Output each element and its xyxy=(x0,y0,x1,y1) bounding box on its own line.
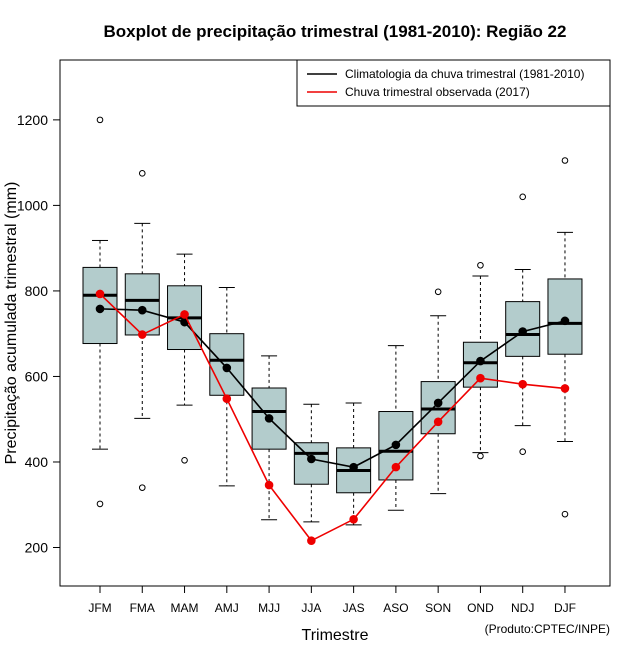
y-axis: 200 400 600 800 1000 1200 xyxy=(17,112,60,556)
y-tick-label: 1200 xyxy=(17,112,48,128)
x-tick-label: FMA xyxy=(130,601,155,615)
climatology-point xyxy=(518,327,528,336)
x-tick-label: JAS xyxy=(343,601,365,615)
outlier-point xyxy=(181,456,188,464)
climatology-point xyxy=(307,454,316,464)
outlier-point xyxy=(96,116,104,124)
x-axis-label: Trimestre xyxy=(302,627,369,644)
legend-label-climatology: Climatologia da chuva trimestral (1981-2… xyxy=(345,67,584,81)
y-axis-label: Precipitação acumulada trimestral (mm) xyxy=(3,182,20,465)
climatology-point xyxy=(137,305,147,315)
x-tick-label: NDJ xyxy=(511,601,534,615)
outlier-point xyxy=(477,452,484,460)
box-jja xyxy=(293,403,329,523)
x-tick-label: DJF xyxy=(554,601,576,615)
observed-point xyxy=(137,330,147,339)
observed-point xyxy=(560,384,570,393)
chart-title: Boxplot de precipitação trimestral (1981… xyxy=(104,22,567,41)
y-tick-label: 1000 xyxy=(17,197,48,213)
x-tick-label: MAM xyxy=(171,601,199,615)
observed-point xyxy=(307,536,316,545)
climatology-point xyxy=(433,398,443,408)
outlier-point xyxy=(138,484,146,491)
box-mjj xyxy=(251,355,287,521)
observed-line xyxy=(99,293,566,542)
observed-point xyxy=(518,379,528,389)
observed-point xyxy=(433,417,443,427)
box-aso xyxy=(378,345,414,511)
x-tick-label: ASO xyxy=(383,601,408,615)
credit-text: (Produto:CPTEC/INPE) xyxy=(485,622,610,636)
x-tick-label: JJA xyxy=(301,601,321,615)
outlier-point xyxy=(477,261,484,269)
observed-point xyxy=(349,514,358,524)
x-tick-label: JFM xyxy=(88,601,111,615)
outlier-point xyxy=(561,510,569,518)
climatology-point xyxy=(222,363,232,373)
y-tick-label: 200 xyxy=(25,540,49,556)
box-mam xyxy=(167,253,203,464)
outlier-point xyxy=(96,500,104,508)
outlier-point xyxy=(519,448,527,456)
climatology-line xyxy=(99,308,566,468)
box-amj xyxy=(209,287,245,487)
box-fma xyxy=(124,170,160,491)
climatology-point xyxy=(476,356,485,366)
box-ndj xyxy=(505,193,541,456)
climatology-point xyxy=(264,414,274,423)
outlier-point xyxy=(434,288,442,296)
legend-label-observed: Chuva trimestral observada (2017) xyxy=(345,85,530,99)
box-djf xyxy=(547,157,583,518)
x-tick-label: MJJ xyxy=(258,601,280,615)
climatology-point xyxy=(95,304,105,314)
series-lines xyxy=(95,289,570,545)
box-body xyxy=(124,273,160,336)
observed-point xyxy=(95,289,105,299)
legend-box xyxy=(296,59,611,107)
outlier-point xyxy=(138,170,146,177)
x-tick-label: SON xyxy=(425,601,451,615)
observed-point xyxy=(476,373,485,383)
x-axis: JFM FMA MAM AMJ MJJ JJA JAS ASO SON OND NDJ DJF xyxy=(88,586,576,615)
observed-point xyxy=(180,310,189,319)
outlier-point xyxy=(519,193,527,201)
y-tick-label: 600 xyxy=(25,368,49,384)
y-tick-label: 800 xyxy=(25,283,49,299)
observed-point xyxy=(391,462,401,472)
legend: Climatologia da chuva trimestral (1981-2… xyxy=(296,59,611,107)
climatology-point xyxy=(349,462,358,472)
climatology-point xyxy=(560,316,570,326)
climatology-point xyxy=(391,440,401,450)
box-body xyxy=(293,442,329,485)
observed-point xyxy=(222,394,232,403)
observed-point xyxy=(264,480,274,490)
y-tick-label: 400 xyxy=(25,454,49,470)
x-tick-label: AMJ xyxy=(215,601,239,615)
x-tick-label: OND xyxy=(467,601,494,615)
outlier-point xyxy=(561,157,569,164)
